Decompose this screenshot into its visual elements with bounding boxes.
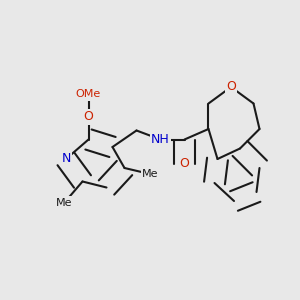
- Text: N: N: [61, 152, 71, 166]
- Text: O: O: [180, 157, 189, 170]
- Text: Me: Me: [142, 169, 158, 179]
- Text: NH: NH: [151, 133, 170, 146]
- Text: O: O: [84, 110, 93, 124]
- Text: O: O: [226, 80, 236, 94]
- Text: OMe: OMe: [76, 89, 101, 100]
- Text: Me: Me: [56, 197, 73, 208]
